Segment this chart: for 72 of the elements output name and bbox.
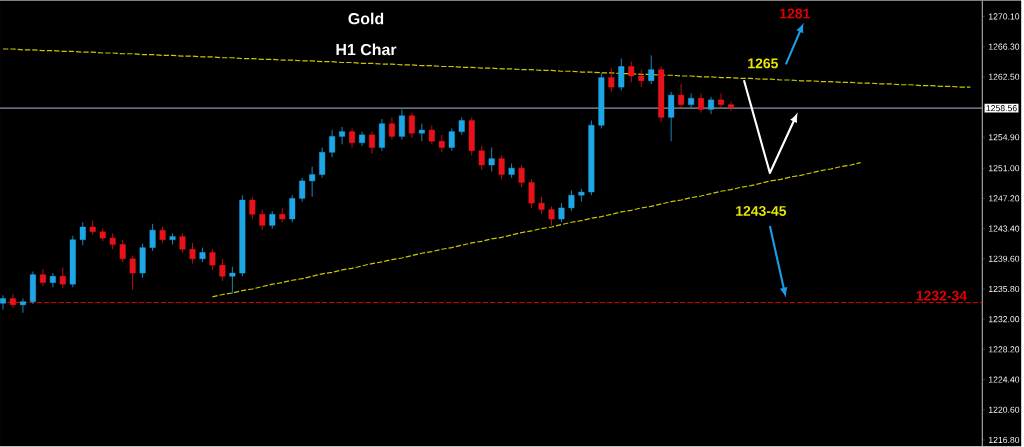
y-tick-label: 1232.00 [989, 315, 1020, 323]
candlestick [259, 208, 266, 231]
candlestick [339, 126, 346, 145]
candlestick [418, 123, 425, 142]
candlestick [568, 189, 575, 212]
annotation: 1281 [780, 8, 810, 19]
candlestick [129, 254, 136, 290]
candlestick [289, 194, 296, 223]
y-tick-label: 1228.20 [989, 346, 1020, 353]
candlestick [498, 154, 505, 180]
candlestick [648, 54, 655, 85]
candlestick [528, 178, 535, 209]
y-tick-label: 1266.30 [989, 43, 1020, 50]
candlestick [608, 67, 615, 93]
annotation: 1243-45 [736, 205, 787, 216]
candlestick [408, 111, 415, 139]
y-tick-label: 1270.10 [989, 13, 1020, 20]
y-tick-label: 1224.40 [989, 376, 1020, 383]
candlestick [558, 202, 565, 223]
candlestick [79, 221, 86, 246]
candlestick [398, 108, 405, 140]
y-tick-label: 1254.90 [989, 133, 1020, 141]
candlestick [518, 164, 525, 188]
candlestick [668, 91, 675, 142]
candlestick [0, 294, 6, 310]
candlestick [378, 118, 385, 151]
candlestick [119, 239, 126, 263]
candlestick [678, 83, 685, 108]
candlestick [209, 248, 216, 271]
candlestick [478, 145, 485, 170]
candlestick [718, 92, 725, 108]
candlestick [369, 131, 375, 155]
y-tick-label: 1243.40 [989, 225, 1020, 232]
candlestick [49, 272, 56, 288]
y-tick-label: 1235.80 [989, 285, 1020, 292]
y-tick-label: 1247.20 [989, 195, 1020, 202]
candlestick [59, 266, 66, 289]
candlestick [309, 165, 316, 197]
candlestick [9, 293, 16, 309]
candlestick [319, 146, 326, 178]
candlestick [448, 127, 455, 151]
candlestick [628, 61, 635, 83]
text: H1 Char [336, 43, 397, 56]
y-tick-label: 1220.60 [989, 406, 1020, 413]
annotation: 1232-34 [916, 290, 967, 301]
candlestick [189, 242, 196, 264]
candlestick [299, 177, 306, 202]
candlestick [388, 116, 395, 140]
y-tick-label: 1239.60 [989, 255, 1020, 262]
candlestick [698, 92, 705, 113]
text: Gold [348, 12, 384, 25]
candlestick [249, 196, 256, 220]
ref-line-label: 1258.56 [986, 104, 1017, 111]
candlestick [548, 205, 555, 226]
annotation: 1265 [748, 58, 778, 69]
candlestick [359, 131, 366, 147]
y-tick-label: 1251.00 [989, 164, 1020, 172]
candlestick [728, 100, 734, 112]
candlestick [428, 124, 435, 145]
candlestick [688, 92, 695, 108]
candlestick [219, 258, 226, 282]
candlestick [179, 232, 186, 253]
candlestick [618, 57, 625, 91]
candlestick [488, 146, 495, 172]
candlestick [229, 266, 236, 294]
candlestick [39, 268, 46, 286]
candlestick [329, 129, 336, 158]
y-tick-label: 1262.50 [989, 73, 1020, 80]
y-tick-label: 1216.80 [989, 436, 1020, 443]
candlestick [349, 127, 356, 148]
candlestick [149, 223, 156, 252]
candlestick [19, 297, 26, 313]
